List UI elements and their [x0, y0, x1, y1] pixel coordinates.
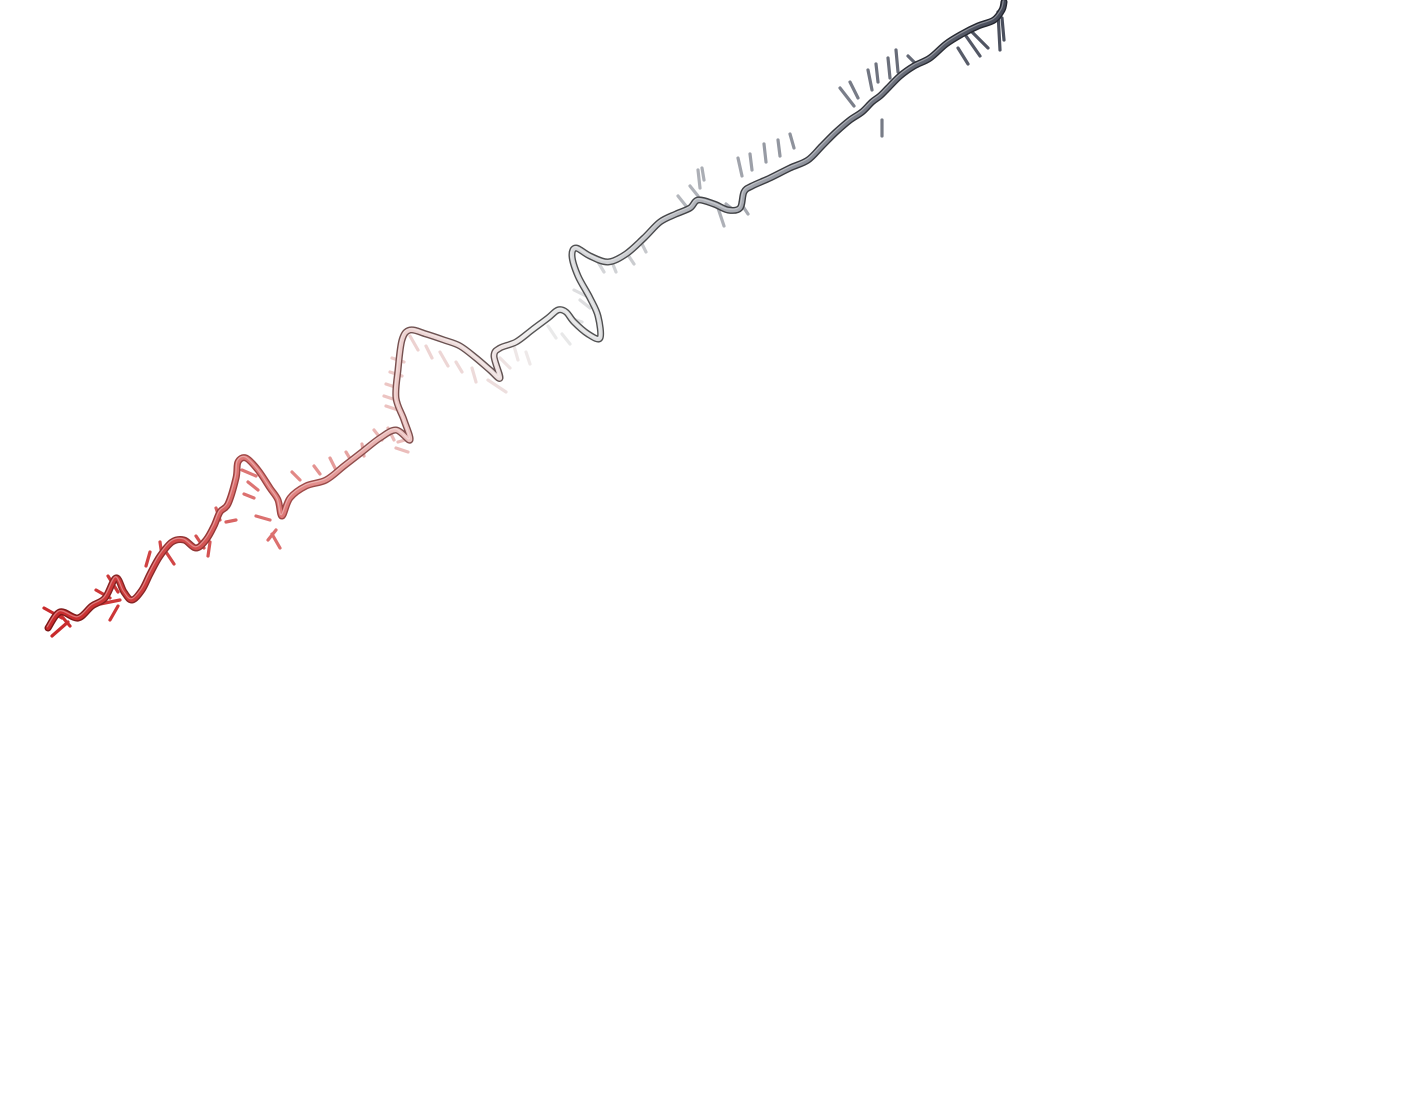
nucleotide-base-stick [964, 34, 982, 58]
nucleotide-base-stick [696, 168, 702, 190]
backbone-ribbon [45, 0, 1007, 631]
nucleotide-base-stick [560, 332, 572, 346]
nucleotide-base-stick [866, 68, 874, 92]
nucleotide-base-stick [242, 492, 256, 500]
nucleotide-base-stick [108, 604, 120, 622]
nucleotide-base-stick [788, 132, 796, 150]
nucleotide-base-stick [688, 184, 700, 198]
nucleotide-base-stick [886, 56, 892, 80]
nucleotide-base-stick [762, 142, 768, 164]
nucleotide-base-stick [408, 334, 420, 352]
nucleotide-base-stick [470, 366, 478, 384]
nucleotide-base-stick [486, 378, 508, 394]
nucleotide-base-stick [224, 518, 238, 524]
nucleotide-base-stick [776, 138, 782, 158]
nucleotide-base-stick [676, 194, 688, 208]
nucleotide-base-stick [956, 46, 970, 66]
nucleotide-base-stick [454, 360, 464, 374]
nucleotide-base-stick [716, 206, 726, 228]
nucleotide-base-stick [164, 550, 176, 566]
nucleotide-base-stick [572, 288, 588, 298]
nucleotide-base-stick [838, 86, 856, 108]
nucleotide-base-stick [290, 470, 302, 482]
nucleotide-base-stick [894, 48, 900, 74]
nucleotide-base-stick [240, 468, 258, 478]
nucleotide-base-stick [266, 528, 278, 542]
nucleotide-base-stick [874, 62, 880, 84]
nucleotide-base-stick [424, 344, 434, 360]
nucleotide-base-stick [578, 298, 592, 310]
nucleotide-base-stick [524, 350, 532, 366]
backbone-ribbon-edge [44, 0, 1008, 632]
nucleotide-base-stick [328, 456, 338, 472]
nucleotide-base-stick [50, 620, 70, 638]
nucleotide-base-stick [748, 152, 754, 172]
nucleotide-base-stick [512, 344, 520, 362]
nucleotide-base-stick [438, 350, 450, 368]
nucleotide-base-stick [144, 550, 152, 568]
nucleotide-base-stick [498, 356, 512, 370]
nucleotide-base-stick [546, 324, 558, 340]
backbone-ribbon-highlight [46, 0, 1004, 628]
nucleotide-base-stick [970, 30, 990, 50]
nucleotide-base-stick [206, 540, 212, 558]
nucleotide-base-stick [312, 464, 322, 476]
nucleotide-base-stick [1000, 16, 1006, 42]
nucleotide-base-stick [848, 80, 860, 100]
nucleotide-base-stick [254, 514, 272, 522]
nucleotide-base-stick [246, 480, 260, 492]
nucleotide-base-stick [270, 532, 282, 550]
nucleotide-base-stick [700, 166, 706, 182]
nucleotide-base-stick [394, 446, 410, 454]
nucleotide-base-stick [736, 156, 744, 178]
